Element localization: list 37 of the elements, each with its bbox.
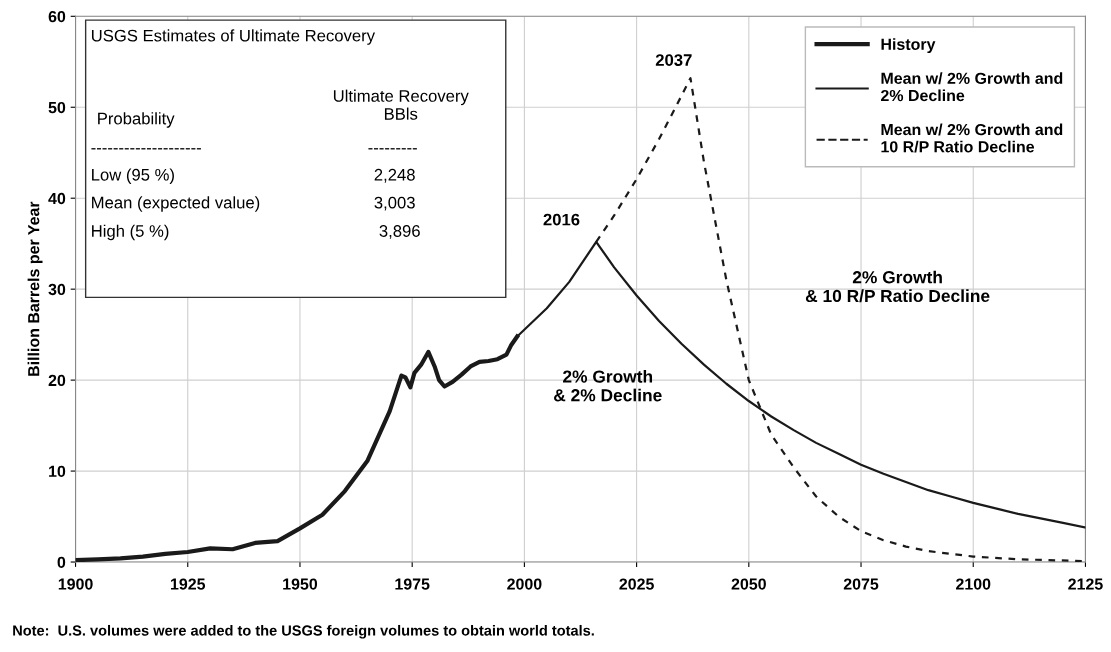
x-tick-label: 1925	[171, 578, 206, 590]
y-tick-label: 20	[48, 374, 66, 387]
annotation: Probability	[98, 112, 175, 128]
y-tick-label: 30	[48, 283, 66, 296]
y-tick-label: 60	[48, 10, 66, 23]
x-tick-label: 2075	[843, 578, 879, 590]
x-tick-label: 2000	[507, 578, 542, 590]
annotation: Ultimate Recovery BBls	[333, 89, 469, 120]
x-tick-label: 2100	[956, 578, 991, 590]
x-tick-label: 2050	[731, 578, 766, 590]
y-tick-label: 40	[48, 192, 66, 205]
x-tick-label: 2025	[619, 578, 654, 590]
annotation: 2,248	[374, 168, 415, 183]
annotation: ---------	[368, 148, 417, 150]
annotation: Mean (expected value)	[92, 196, 260, 212]
legend-label: Mean w/ 2% Growth and 2% Decline	[881, 72, 1063, 102]
x-tick-label: 2125	[1068, 578, 1103, 590]
y-axis-title: Billion Barrels per Year	[27, 201, 43, 376]
y-tick-label: 50	[48, 101, 66, 114]
annotation: 2% Growth & 10 R/P Ratio Decline	[805, 270, 990, 303]
annotation: USGS Estimates of Ultimate Recovery	[91, 29, 376, 45]
annotation: --------------------	[91, 148, 201, 150]
legend-label: Mean w/ 2% Growth and 10 R/P Ratio Decline	[881, 123, 1063, 153]
y-tick-label: 0	[57, 556, 66, 568]
x-tick-label: 1950	[283, 578, 318, 590]
annotation: Low (95 %)	[92, 168, 174, 184]
x-tick-label: 1975	[395, 578, 430, 590]
x-tick-label: 1900	[58, 578, 93, 590]
annotation: 2037	[655, 54, 692, 66]
legend-label: History	[881, 38, 936, 54]
annotation: High (5 %)	[92, 224, 169, 241]
text: Note: U.S. volumes were added to the USGS foreign volumes to obtain world totals.	[13, 624, 594, 639]
annotation: 3,896	[379, 225, 420, 239]
y-tick-label: 10	[49, 465, 66, 478]
annotation: 2% Growth & 2% Decline	[554, 369, 662, 402]
annotation: 3,003	[374, 196, 415, 211]
annotation: 2016	[543, 213, 580, 226]
